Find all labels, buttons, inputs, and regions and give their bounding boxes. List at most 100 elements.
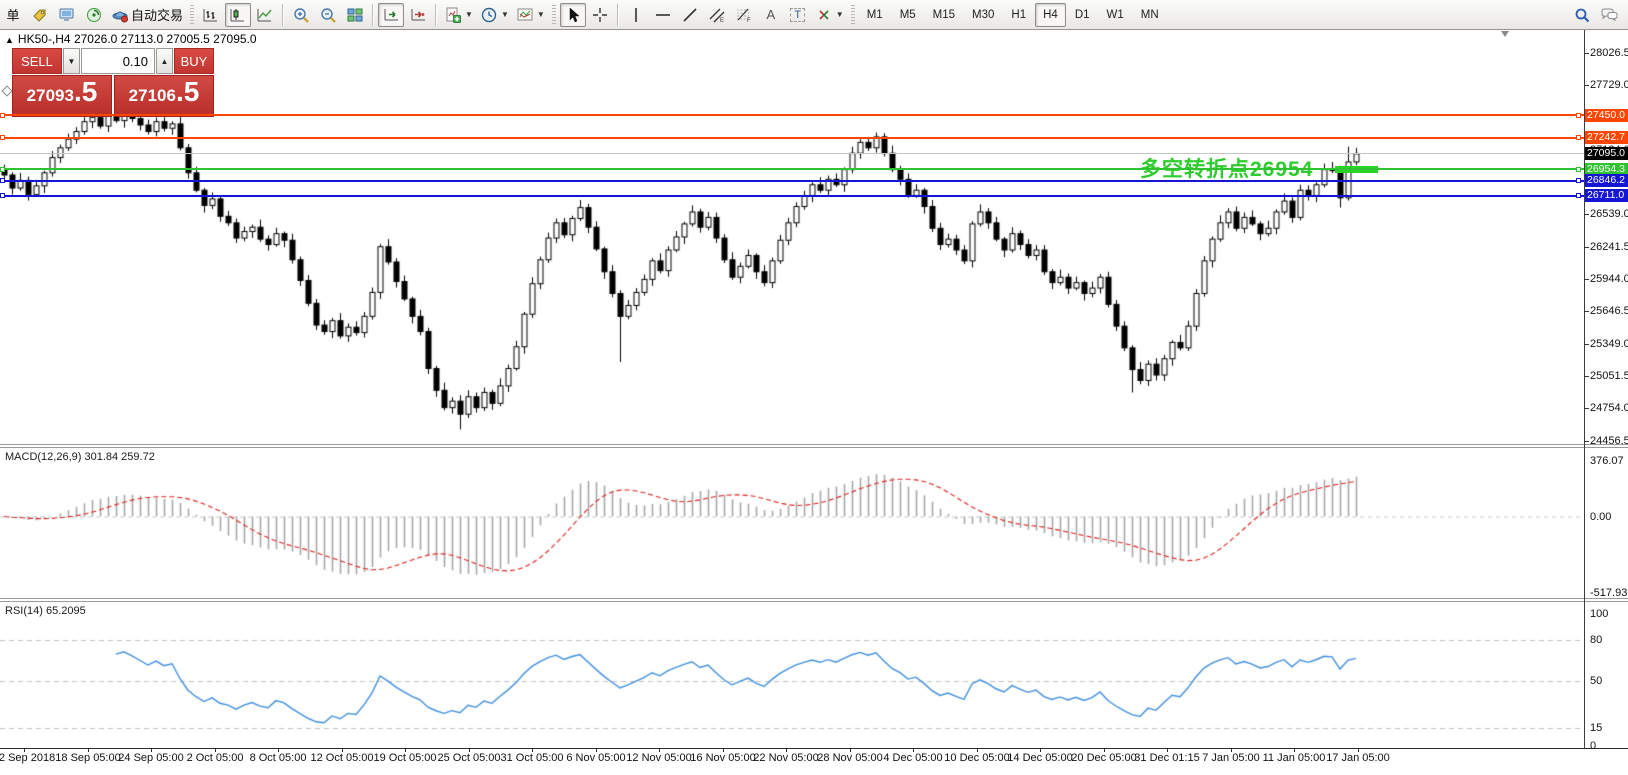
buy-price-display[interactable]: 27106 .5 bbox=[114, 75, 214, 117]
text-label-button[interactable]: T bbox=[785, 3, 811, 27]
template-icon bbox=[516, 6, 534, 24]
zoom-in-button[interactable] bbox=[288, 3, 314, 27]
timeframe-h4[interactable]: H4 bbox=[1035, 2, 1066, 27]
horizontal-line-button[interactable] bbox=[650, 3, 676, 27]
volume-decrease-button[interactable]: ▼ bbox=[63, 48, 80, 74]
chart-shift-marker[interactable] bbox=[1501, 31, 1509, 37]
autotrading-button[interactable]: 自动交易 bbox=[108, 3, 186, 27]
order-tag-button[interactable] bbox=[27, 3, 53, 27]
time-axis-tick-label: 25 Oct 05:00 bbox=[437, 752, 501, 764]
horizontal-price-line[interactable] bbox=[0, 137, 1584, 139]
panel-separator[interactable] bbox=[0, 601, 1628, 602]
line-left-handle[interactable] bbox=[0, 193, 5, 198]
time-axis-tick-mark bbox=[850, 748, 851, 752]
arrows-button[interactable]: ▼ bbox=[812, 3, 847, 27]
toolbar-grip[interactable] bbox=[190, 4, 195, 25]
timeframe-m15[interactable]: M15 bbox=[932, 8, 956, 21]
volume-input[interactable] bbox=[81, 48, 155, 74]
rsi-axis-tick-label: 15 bbox=[1590, 722, 1603, 734]
chat-button[interactable] bbox=[1596, 3, 1622, 27]
time-axis-tick-label: 20 Dec 05:00 bbox=[1071, 752, 1137, 764]
time-axis-tick-mark bbox=[24, 748, 25, 752]
price-axis-tick-mark bbox=[1584, 441, 1589, 442]
candlestick-icon bbox=[229, 6, 247, 24]
horizontal-price-line[interactable] bbox=[0, 168, 1584, 170]
channel-button[interactable]: E bbox=[704, 3, 730, 27]
community-button[interactable] bbox=[81, 3, 107, 27]
timeframe-m5[interactable]: M5 bbox=[899, 8, 916, 21]
price-line-axis-label: 27450.0 bbox=[1585, 109, 1628, 122]
macd-axis-tick-label: 0.00 bbox=[1590, 511, 1612, 523]
line-right-handle[interactable] bbox=[1576, 135, 1581, 140]
timeframe-mn[interactable]: MN bbox=[1140, 8, 1159, 21]
line-right-handle[interactable] bbox=[1576, 178, 1581, 183]
line-left-handle[interactable] bbox=[0, 167, 5, 172]
toolbar-grip[interactable] bbox=[551, 4, 556, 25]
line-left-handle[interactable] bbox=[0, 178, 5, 183]
collapse-panel-icon[interactable]: ▲ bbox=[5, 35, 14, 45]
dropdown-caret: ▼ bbox=[835, 10, 844, 19]
line-chart-button[interactable] bbox=[252, 3, 278, 27]
horizontal-price-line[interactable] bbox=[0, 153, 1584, 154]
autotrade-hat-icon bbox=[111, 6, 129, 24]
line-right-handle[interactable] bbox=[1576, 167, 1581, 172]
line-left-handle[interactable] bbox=[0, 113, 5, 118]
bar-chart-button[interactable] bbox=[198, 3, 224, 27]
panel-separator[interactable] bbox=[0, 598, 1628, 599]
time-axis-tick-label: 17 Jan 05:00 bbox=[1326, 752, 1390, 764]
candlestick-chart-button[interactable] bbox=[225, 2, 252, 27]
time-axis-tick-mark bbox=[342, 748, 343, 752]
crosshair-button[interactable] bbox=[587, 3, 613, 27]
templates-button[interactable]: ▼ bbox=[513, 3, 548, 27]
time-axis-tick-label: 2 Oct 05:00 bbox=[186, 752, 244, 764]
fibonacci-icon: F bbox=[735, 6, 753, 24]
trendline-button[interactable] bbox=[677, 3, 703, 27]
price-line-axis-label: 26711.0 bbox=[1585, 189, 1628, 202]
macd-canvas[interactable] bbox=[0, 448, 1584, 596]
new-order-button[interactable]: 单 bbox=[6, 8, 20, 23]
time-axis-tick-label: 12 Oct 05:00 bbox=[310, 752, 374, 764]
time-axis-tick-label: 12 Sep 2018 bbox=[0, 752, 56, 764]
timeframe-w1[interactable]: W1 bbox=[1106, 8, 1124, 21]
horizontal-price-line[interactable] bbox=[0, 195, 1584, 197]
buy-price-frac: .5 bbox=[175, 76, 200, 107]
line-left-handle[interactable] bbox=[0, 135, 5, 140]
panel-separator[interactable] bbox=[0, 447, 1628, 448]
timeframe-m30[interactable]: M30 bbox=[972, 8, 995, 21]
sell-price-display[interactable]: 27093 .5 bbox=[12, 75, 112, 117]
rsi-canvas[interactable] bbox=[0, 602, 1584, 748]
fibonacci-button[interactable]: F bbox=[731, 3, 757, 27]
timeframe-d1[interactable]: D1 bbox=[1074, 8, 1090, 21]
tile-windows-icon bbox=[346, 6, 364, 24]
time-axis-tick-label: 7 Jan 05:00 bbox=[1202, 752, 1260, 764]
text-tool-button[interactable]: A bbox=[758, 3, 784, 27]
buy-button[interactable]: BUY bbox=[174, 48, 214, 74]
toolbar-separator bbox=[282, 3, 285, 26]
chart-shift-button[interactable] bbox=[405, 3, 431, 27]
symbol-ohlc-text: HK50-,H4 27026.0 27113.0 27005.5 27095.0 bbox=[17, 32, 257, 46]
cursor-button[interactable] bbox=[559, 2, 586, 27]
sell-button[interactable]: SELL bbox=[12, 48, 62, 74]
editor-button[interactable] bbox=[54, 3, 80, 27]
vertical-line-button[interactable] bbox=[623, 3, 649, 27]
horizontal-price-line[interactable] bbox=[0, 114, 1584, 116]
indicators-button[interactable]: ▼ bbox=[441, 3, 476, 27]
line-right-handle[interactable] bbox=[1576, 193, 1581, 198]
panel-separator[interactable] bbox=[0, 444, 1628, 445]
toolbar-grip[interactable] bbox=[850, 4, 855, 25]
time-axis-tick-label: 11 Jan 05:00 bbox=[1262, 752, 1326, 764]
timeframe-m1[interactable]: M1 bbox=[866, 8, 883, 21]
volume-increase-button[interactable]: ▲ bbox=[156, 48, 173, 74]
dropdown-caret: ▼ bbox=[536, 10, 545, 19]
search-button[interactable] bbox=[1569, 3, 1595, 27]
horizontal-price-line[interactable] bbox=[0, 180, 1584, 182]
periods-button[interactable]: ▼ bbox=[477, 3, 512, 27]
tile-windows-button[interactable] bbox=[342, 3, 368, 27]
line-right-handle[interactable] bbox=[1576, 113, 1581, 118]
zoom-out-button[interactable] bbox=[315, 3, 341, 27]
main-chart-canvas[interactable] bbox=[0, 38, 1584, 443]
timeframe-h1[interactable]: H1 bbox=[1011, 8, 1027, 21]
autoscroll-button[interactable] bbox=[378, 2, 405, 27]
zoom-in-icon bbox=[292, 6, 310, 24]
price-axis-tick-mark bbox=[1584, 311, 1589, 312]
